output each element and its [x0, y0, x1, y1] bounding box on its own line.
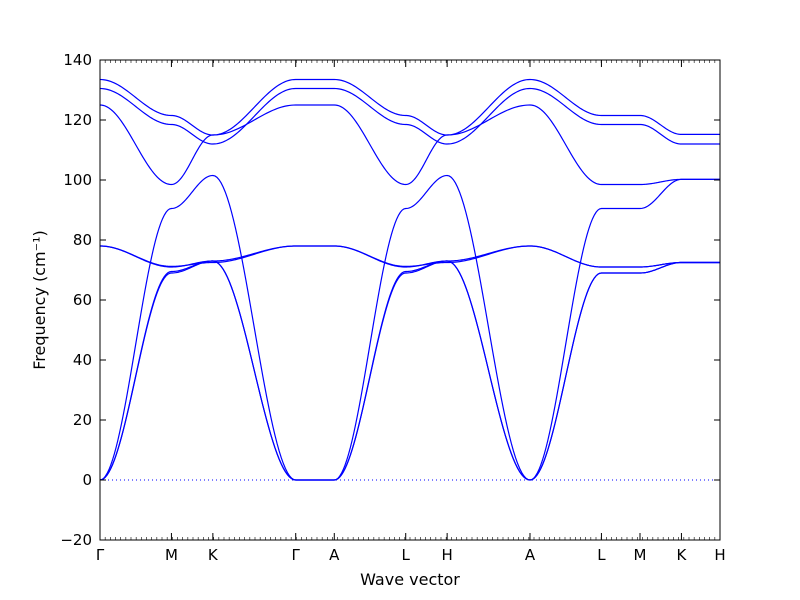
y-tick-label: 100 — [63, 171, 92, 189]
x-tick-label: H — [442, 546, 453, 564]
y-tick-label: 20 — [73, 411, 92, 429]
band-line-2 — [99, 260, 720, 481]
y-axis-ticks: −20 0 20 40 60 80 100 120 140 — [60, 51, 720, 549]
x-tick-label: M — [165, 546, 178, 564]
band-line-7 — [99, 87, 720, 145]
x-tick-label: Γ — [96, 546, 105, 564]
x-tick-label: H — [714, 546, 725, 564]
x-tick-label: A — [525, 546, 536, 564]
x-tick-label: K — [208, 546, 219, 564]
x-tick-label: K — [677, 546, 688, 564]
x-tick-label: M — [634, 546, 647, 564]
y-tick-label: −20 — [60, 531, 92, 549]
y-axis-title: Frequency (cm⁻¹) — [30, 230, 49, 369]
y-tick-label: 60 — [73, 291, 92, 309]
plot-frame — [99, 59, 721, 541]
band-line-3 — [99, 174, 720, 481]
band-line-1 — [99, 260, 720, 481]
y-tick-label: 140 — [63, 51, 92, 69]
band-line-5 — [99, 245, 720, 268]
band-line-8 — [99, 78, 720, 136]
x-tick-label: Γ — [292, 546, 301, 564]
band-line-6 — [99, 104, 720, 186]
y-tick-label: 40 — [73, 351, 92, 369]
x-tick-label: L — [597, 546, 606, 564]
y-tick-label: 0 — [82, 471, 92, 489]
x-tick-label: L — [402, 546, 411, 564]
y-tick-label: 80 — [73, 231, 92, 249]
x-tick-label: A — [329, 546, 340, 564]
band-lines-group — [99, 78, 720, 481]
x-axis-title: Wave vector — [360, 570, 460, 589]
y-tick-label: 120 — [63, 111, 92, 129]
